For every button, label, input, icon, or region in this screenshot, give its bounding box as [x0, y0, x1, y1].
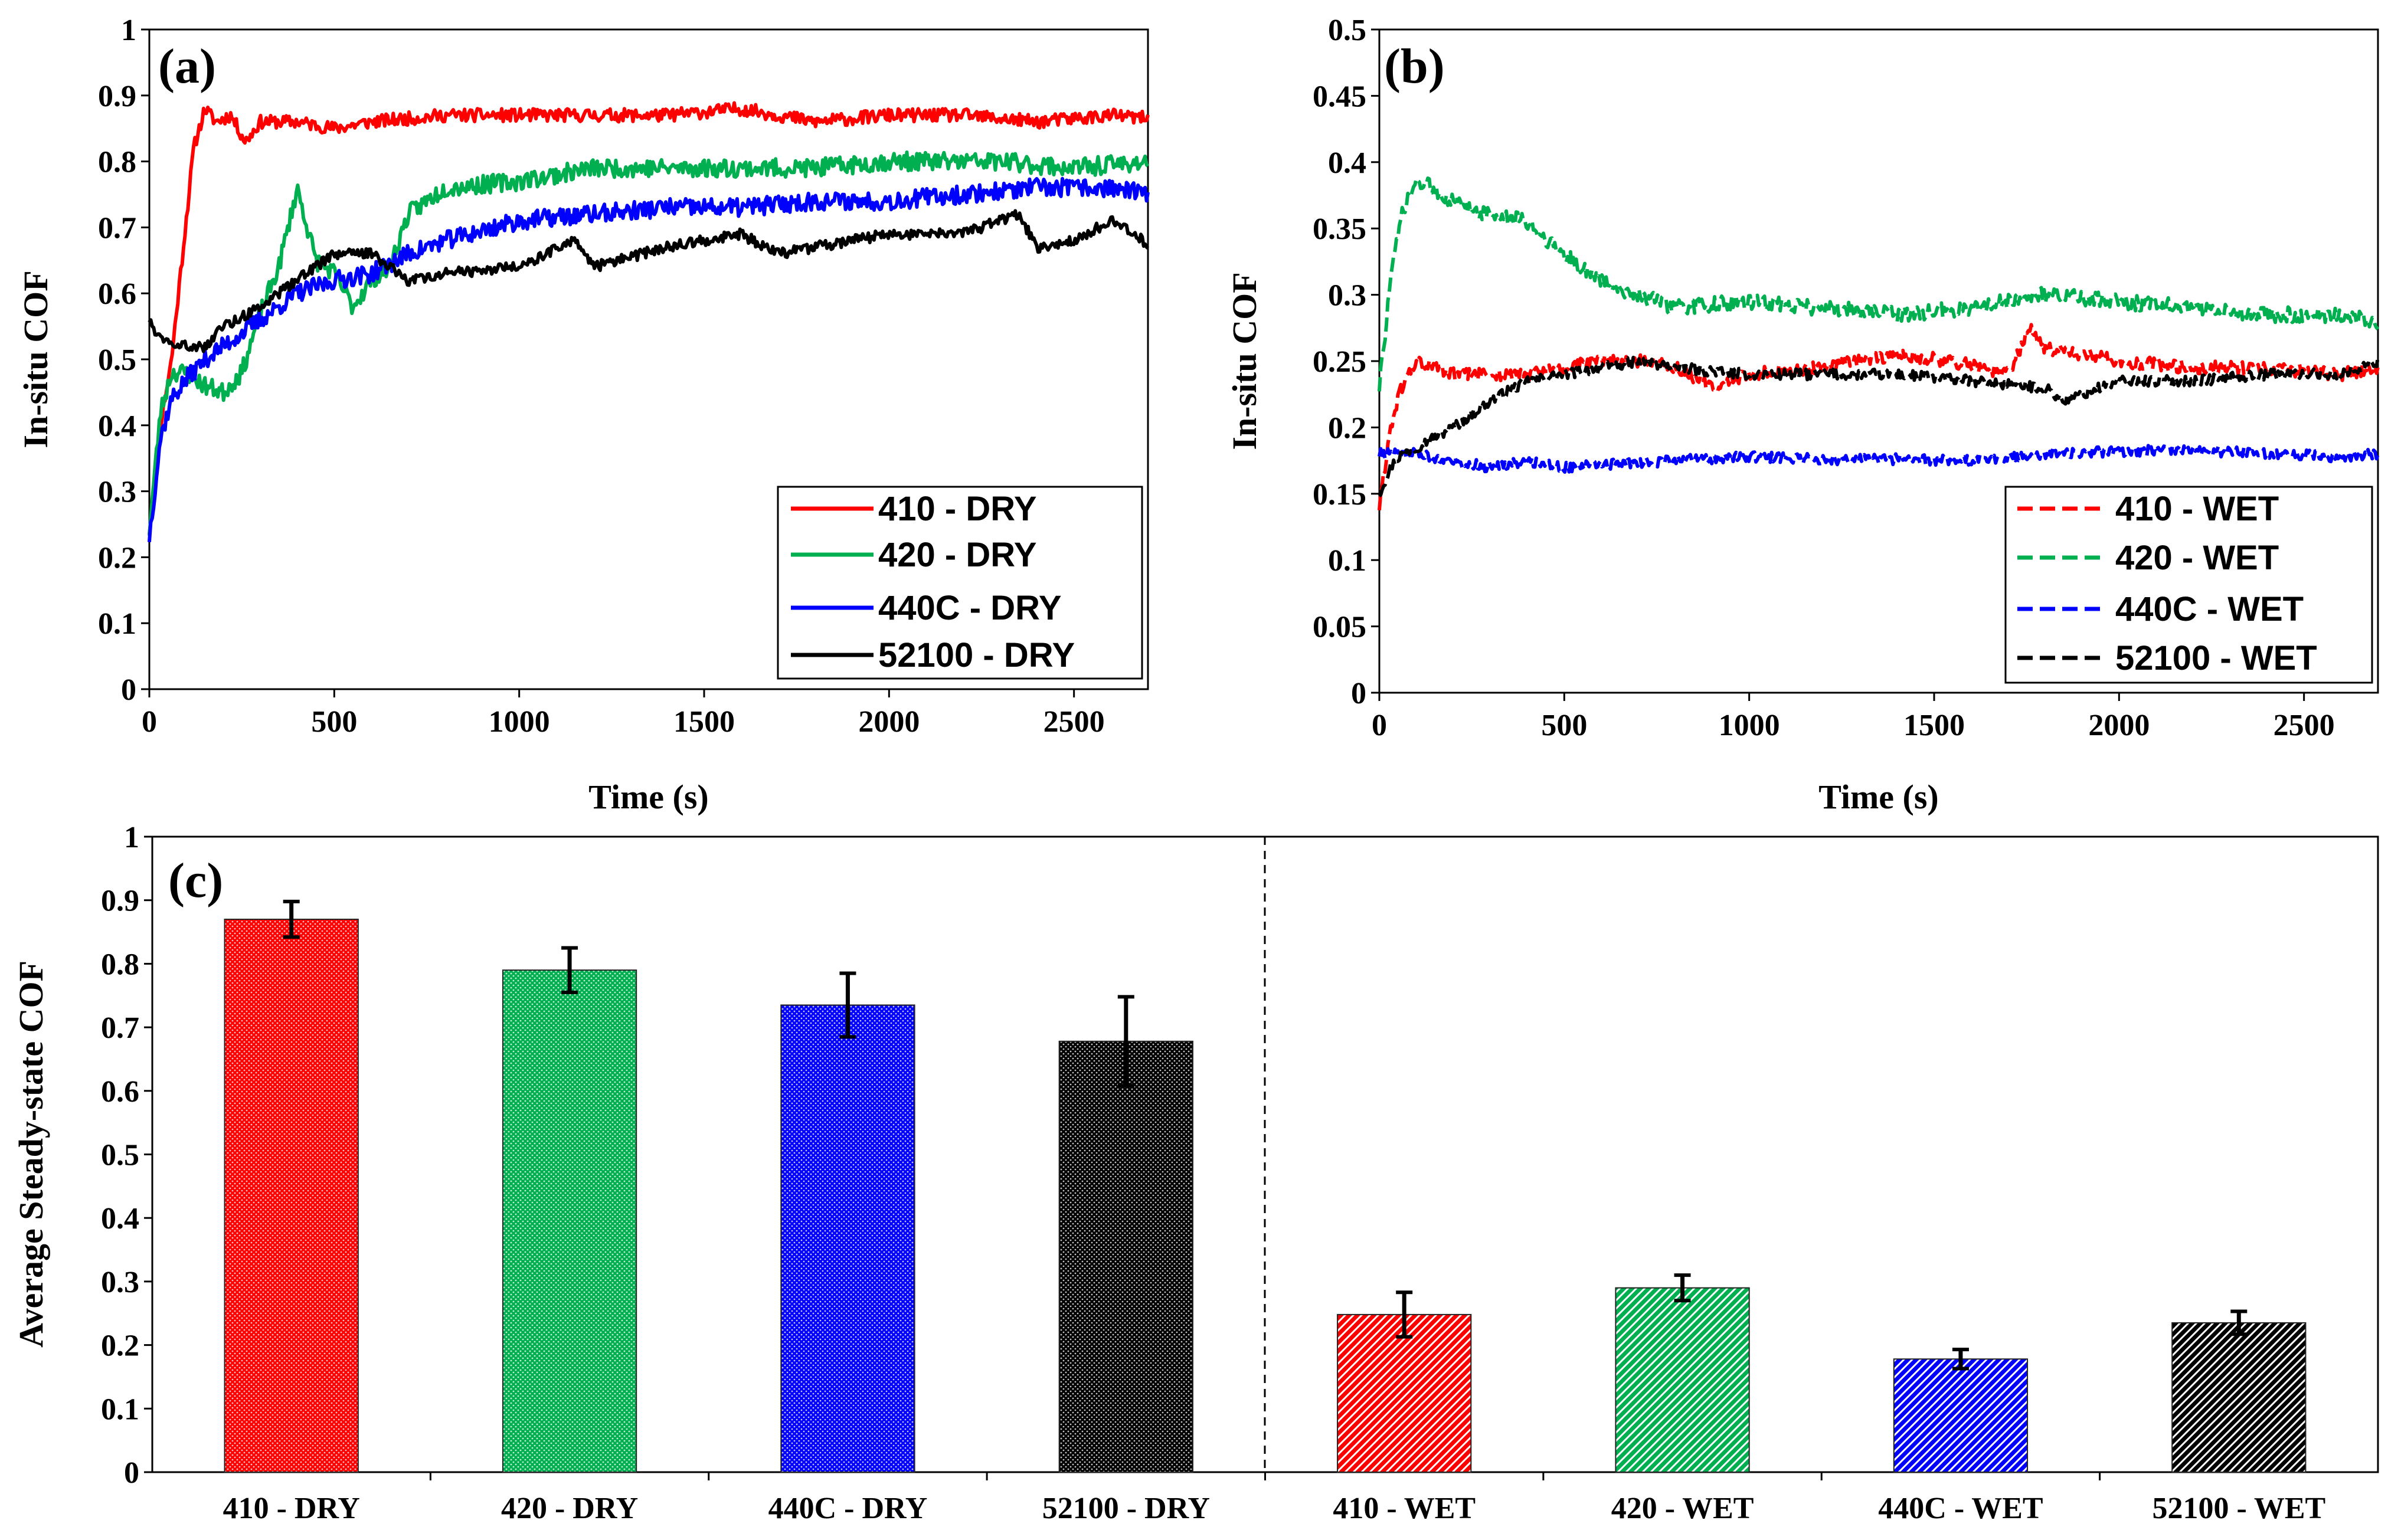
panel-c-bar-chart: 00.10.20.30.40.50.60.70.80.91 410 - DRY 4… [12, 821, 2379, 1525]
legend-410-wet-label: 410 - WET [2115, 490, 2279, 528]
panel-a-legend-box [777, 486, 1143, 680]
panel-a-y-tick-label: 1 [121, 14, 136, 47]
panel-b-y-tick-label: 0.25 [1313, 345, 1366, 379]
legend-420-wet-label: 420 - WET [2115, 539, 2279, 577]
panel-b-axes: 0 0.05 0.1 0.15 0.2 0.25 0.3 0.35 0.4 0.45 0.5 0 500… [1313, 14, 2335, 742]
panel-a-x-tick-label: 500 [311, 705, 357, 739]
bar-52100-wet [2171, 1322, 2307, 1473]
panel-a-y-axis-label: In-situ COF [17, 270, 55, 448]
category-label-52100-dry: 52100 - DRY [1042, 1492, 1210, 1525]
panel-b-y-tick-label: 0.5 [1328, 14, 1366, 47]
panel-c-y-tick-label: 0.5 [101, 1139, 139, 1172]
panel-a-y-tick-label: 0.8 [98, 146, 136, 179]
series-line-440c-dry [148, 176, 1150, 542]
panel-b-y-tick-label: 0.05 [1313, 611, 1366, 644]
panel-c-y-tick-label: 0.3 [101, 1266, 139, 1299]
panel-b-y-tick-label: 0.2 [1328, 411, 1366, 445]
panel-a-x-tick-label: 0 [142, 705, 157, 739]
panel-a-y-tick-label: 0.9 [98, 80, 136, 113]
panel-b-y-tick-label: 0.45 [1313, 80, 1366, 113]
panel-a-x-tick-label: 2000 [858, 705, 920, 739]
panel-c-y-tick-label: 0.4 [101, 1202, 139, 1236]
panel-c-y-tick-label: 1 [124, 821, 139, 854]
series-line-410-dry [148, 101, 1150, 535]
legend-420-dry-label: 420 - DRY [878, 536, 1037, 574]
panel-c-y-tick-label: 0.6 [101, 1075, 139, 1109]
panel-b-label: (b) [1384, 39, 1445, 94]
series-line-52100-wet [1378, 355, 2380, 498]
bar-420-wet [1615, 1287, 1750, 1473]
bar-52100-dry [1058, 1040, 1193, 1473]
panel-c-axes: 0 0.1 0.2 0.3 0.4 0.5 0.6 0.7 0.8 0.9 1 [101, 821, 152, 1490]
panel-b-y-tick-label: 0.4 [1328, 146, 1366, 180]
series-line-420-wet [1378, 176, 2380, 392]
panel-c-y-tick-label: 0.2 [101, 1329, 139, 1363]
panel-a-y-tick-label: 0.3 [98, 476, 136, 509]
panel-a-series [148, 101, 1150, 542]
panel-c-y-tick-label: 0.7 [101, 1011, 139, 1045]
legend-52100-dry-label: 52100 - DRY [878, 636, 1075, 674]
panel-b-x-tick-label: 1500 [1903, 709, 1965, 742]
legend-440c-dry-label: 440C - DRY [878, 589, 1062, 627]
panel-a-y-tick-label: 0.6 [98, 277, 136, 311]
panel-a-x-tick-label: 2500 [1043, 705, 1105, 739]
panel-b-y-tick-label: 0.15 [1313, 478, 1366, 512]
panel-a-x-tick-label: 1500 [673, 705, 735, 739]
category-label-410-dry: 410 - DRY [223, 1492, 360, 1525]
panel-b-y-axis-label: In-situ COF [1225, 272, 1264, 450]
panel-b-x-axis-label: Time (s) [1818, 778, 1939, 816]
category-label-440c-wet: 440C - WET [1878, 1492, 2043, 1525]
category-label-410-wet: 410 - WET [1333, 1492, 1476, 1525]
category-label-420-dry: 420 - DRY [501, 1492, 638, 1525]
panel-b-x-tick-label: 2000 [2088, 709, 2150, 742]
panel-a-y-tick-label: 0.1 [98, 607, 136, 641]
panel-a-label: (a) [158, 39, 216, 94]
panel-c-y-tick-label: 0.8 [101, 948, 139, 981]
panel-b-y-tick-label: 0.1 [1328, 544, 1366, 578]
panel-a-x-tick-label: 1000 [489, 705, 550, 739]
panel-c-bars: 410 - DRY 420 - DRY 440C - DRY 52100 - DRY 4… [223, 899, 2325, 1525]
panel-b-y-tick-label: 0 [1351, 677, 1366, 710]
panel-b-x-tick-label: 500 [1541, 709, 1587, 742]
panel-a-y-tick-label: 0.2 [98, 541, 136, 575]
panel-c-y-tick-label: 0.9 [101, 884, 139, 918]
panel-b-legend: 410 - WET 420 - WET 440C - WET 52100 - W… [2004, 486, 2373, 684]
category-label-52100-wet: 52100 - WET [2152, 1492, 2325, 1525]
panel-b-y-tick-label: 0.3 [1328, 279, 1366, 313]
bar-410-dry [224, 919, 359, 1473]
series-line-420-dry [148, 150, 1150, 536]
panel-c-y-tick-label: 0.1 [101, 1392, 139, 1426]
bar-440c-wet [1893, 1358, 2029, 1473]
panel-a-x-axis-label: Time (s) [588, 778, 709, 816]
category-label-440c-dry: 440C - DRY [768, 1492, 928, 1525]
panel-a-axes: 0 0.1 0.2 0.3 0.4 0.5 0.6 0.7 0.8 0.9 1 0 500 1000 150… [98, 14, 1105, 739]
series-line-440c-wet [1378, 444, 2380, 474]
panel-c-y-axis-label: Average Steady-state COF [12, 961, 50, 1348]
series-line-52100-dry [148, 209, 1150, 353]
panel-c-label: (c) [168, 853, 223, 908]
panel-b-legend-box [2004, 486, 2373, 684]
series-line-410-wet [1378, 323, 2380, 510]
panel-a-y-tick-label: 0.7 [98, 211, 136, 245]
panel-b-x-tick-label: 0 [1372, 709, 1387, 742]
legend-410-dry-label: 410 - DRY [878, 490, 1037, 528]
panel-c-y-tick-label: 0 [124, 1456, 139, 1490]
panel-b-line-chart: 0 0.05 0.1 0.15 0.2 0.25 0.3 0.35 0.4 0.45 0.5 0 500… [1225, 14, 2380, 816]
bar-420-dry [502, 969, 637, 1473]
category-label-420-wet: 420 - WET [1611, 1492, 1754, 1525]
panel-b-y-tick-label: 0.35 [1313, 212, 1366, 246]
panel-a-legend: 410 - DRY 420 - DRY 440C - DRY 52100 - D… [777, 486, 1143, 680]
panel-a-y-tick-label: 0 [121, 673, 136, 707]
panel-b-x-tick-label: 1000 [1719, 709, 1780, 742]
bar-440c-dry [780, 1004, 915, 1473]
legend-440c-wet-label: 440C - WET [2115, 590, 2304, 628]
panel-a-y-tick-label: 0.4 [98, 409, 136, 443]
panel-b-x-tick-label: 2500 [2273, 709, 2335, 742]
panel-b-series [1378, 176, 2380, 510]
panel-a-line-chart: 0 0.1 0.2 0.3 0.4 0.5 0.6 0.7 0.8 0.9 1 0 500 1000 150… [17, 14, 1150, 816]
legend-52100-wet-label: 52100 - WET [2115, 639, 2317, 677]
panel-a-y-tick-label: 0.5 [98, 343, 136, 377]
